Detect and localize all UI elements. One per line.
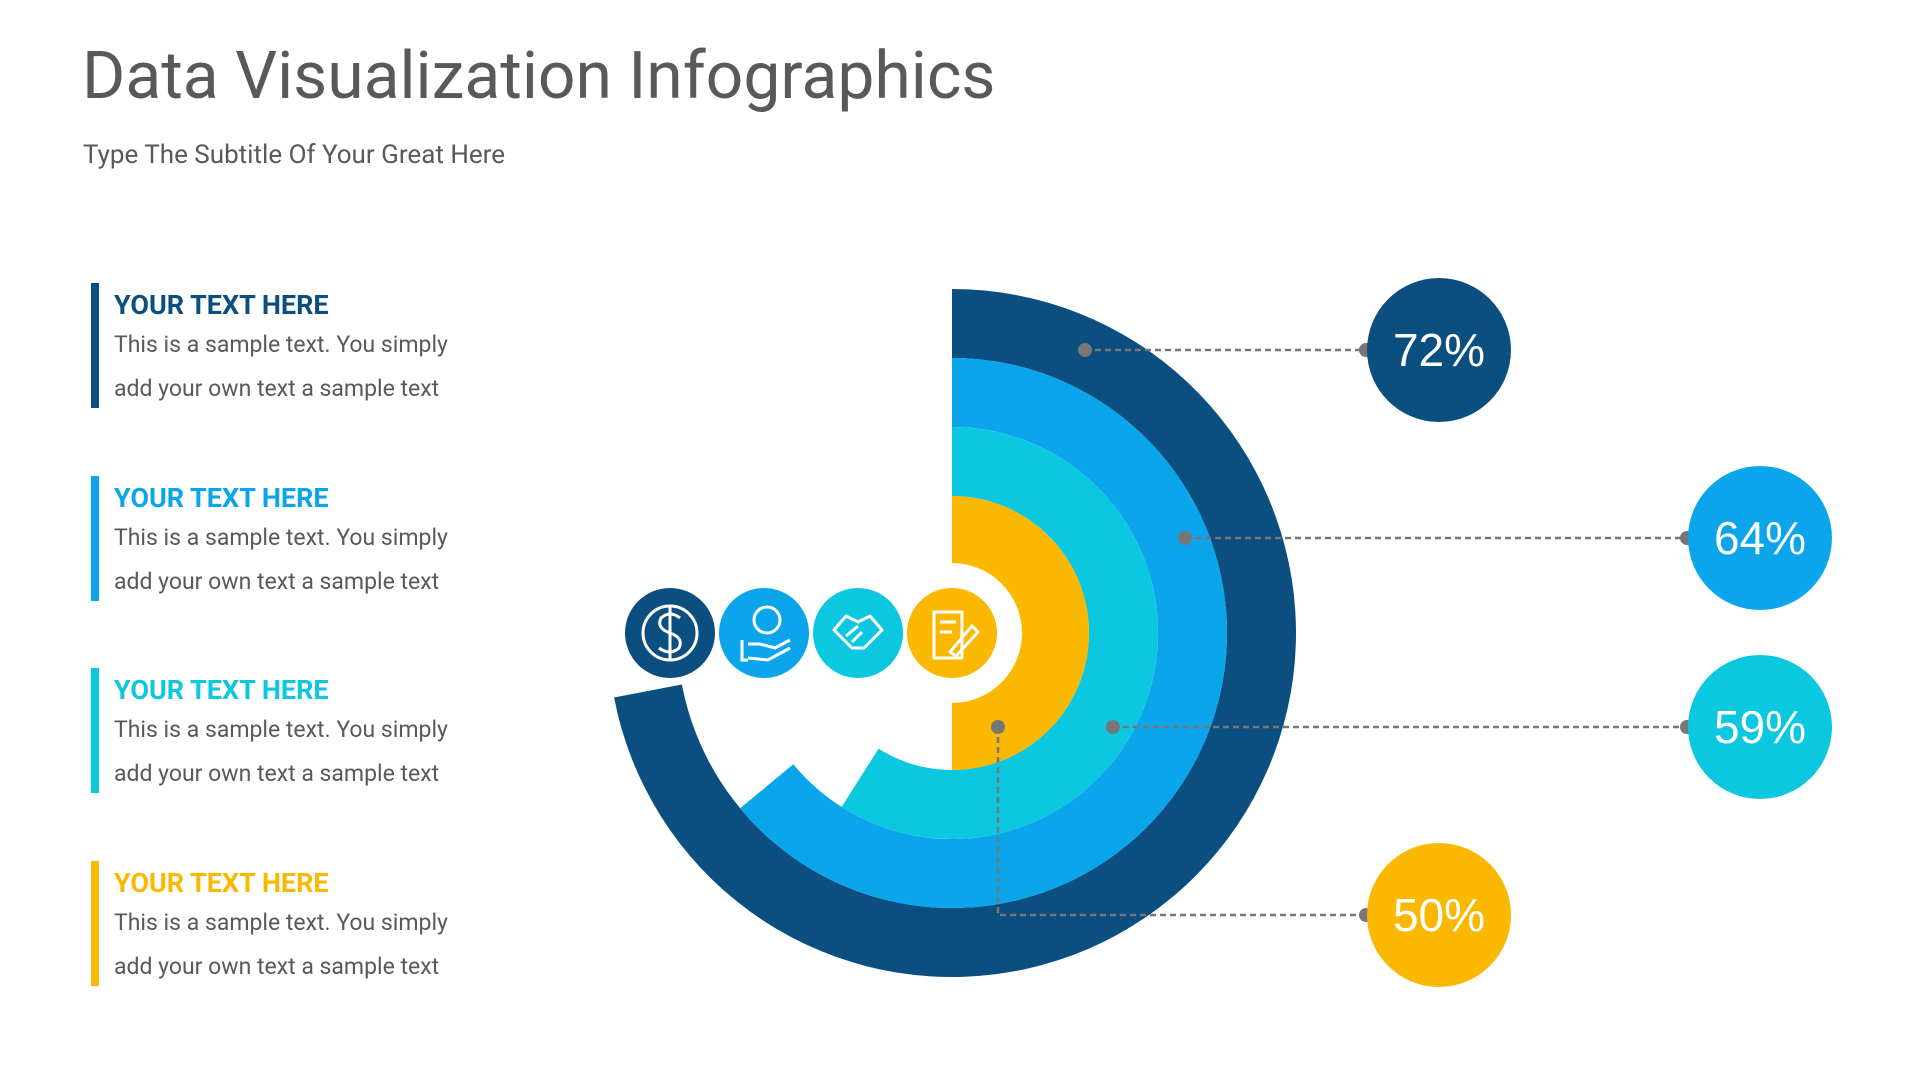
value-label: 50%	[1393, 889, 1485, 941]
leader-dot	[991, 720, 1005, 734]
item-heading: YOUR TEXT HERE	[114, 289, 329, 321]
title: Data Visualization Infographics	[82, 38, 996, 115]
icons	[625, 563, 1022, 703]
leader-dot	[1106, 720, 1120, 734]
item-description: This is a sample text. You simply add yo…	[114, 524, 448, 595]
bubbles: 72% 64% 59% 50%	[1367, 278, 1832, 987]
leaders	[991, 343, 1694, 922]
leader-dot	[1178, 531, 1192, 545]
icon-circle	[813, 588, 903, 678]
item-heading: YOUR TEXT HERE	[114, 482, 329, 514]
item-heading: YOUR TEXT HERE	[114, 867, 329, 899]
value-bubble	[1367, 278, 1511, 422]
value-bubble	[1367, 843, 1511, 987]
item-description: This is a sample text. You simply add yo…	[114, 331, 448, 402]
item-description: This is a sample text. You simply add yo…	[114, 716, 448, 787]
ring-bar	[841, 427, 1158, 839]
leader-dot	[1078, 343, 1092, 357]
value-bubble	[1688, 466, 1832, 610]
value-label: 59%	[1714, 701, 1806, 753]
ring-bar	[740, 358, 1227, 908]
icon-line	[752, 605, 782, 635]
value-bubble	[1688, 655, 1832, 799]
list-item: YOUR TEXT HERE This is a sample text. You…	[91, 668, 511, 793]
list-item: YOUR TEXT HERE This is a sample text. You…	[91, 283, 511, 408]
icon-line	[832, 614, 884, 650]
value-label: 72%	[1393, 324, 1485, 376]
item-description: This is a sample text. You simply add yo…	[114, 909, 448, 980]
leader-line	[996, 727, 1366, 917]
icon-line	[740, 638, 791, 662]
item-heading: YOUR TEXT HERE	[114, 674, 329, 706]
list-item: YOUR TEXT HERE This is a sample text. You…	[91, 476, 511, 601]
value-label: 64%	[1714, 512, 1806, 564]
subtitle: Type The Subtitle Of Your Great Here	[83, 140, 506, 170]
icon-line	[932, 610, 980, 660]
list-item: YOUR TEXT HERE This is a sample text. You…	[91, 861, 511, 986]
icon-line	[658, 606, 682, 660]
